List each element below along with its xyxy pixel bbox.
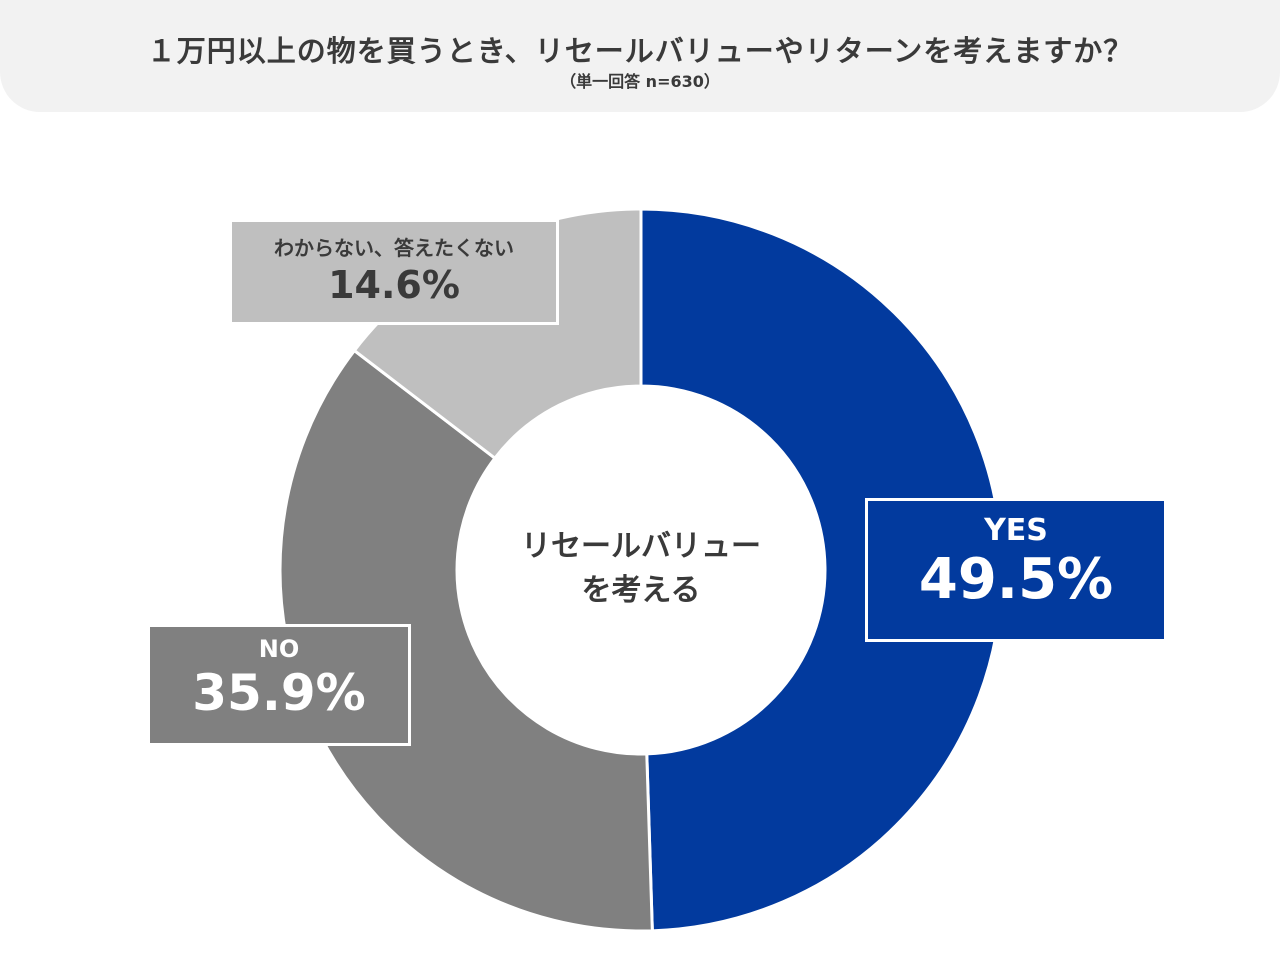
center-label-line-1: リセールバリュー	[521, 529, 761, 564]
slice-yes	[639, 207, 1004, 933]
value-label-yes: 49.5%	[918, 547, 1114, 612]
title-banner: １万円以上の物を買うとき、リセールバリューやリターンを考えますか？ （単一回答 …	[0, 0, 1280, 112]
center-label: リセールバリュー を考える	[480, 525, 802, 613]
category-label-no: NO	[258, 635, 300, 663]
value-label-unknown: 14.6%	[328, 263, 460, 307]
label-box-yes: YES 49.5%	[865, 498, 1167, 642]
center-label-line-2: を考える	[581, 573, 701, 608]
category-label-unknown: わからない、答えたくない	[274, 236, 514, 260]
category-label-yes: YES	[984, 513, 1048, 548]
label-box-no: NO 35.9%	[147, 624, 411, 746]
chart-title: １万円以上の物を買うとき、リセールバリューやリターンを考えますか？	[146, 34, 1134, 68]
label-box-unknown: わからない、答えたくない 14.6%	[229, 219, 559, 325]
value-label-no: 35.9%	[192, 664, 366, 722]
chart-subtitle: （単一回答 n=630）	[560, 72, 720, 91]
slice-no	[278, 348, 654, 933]
